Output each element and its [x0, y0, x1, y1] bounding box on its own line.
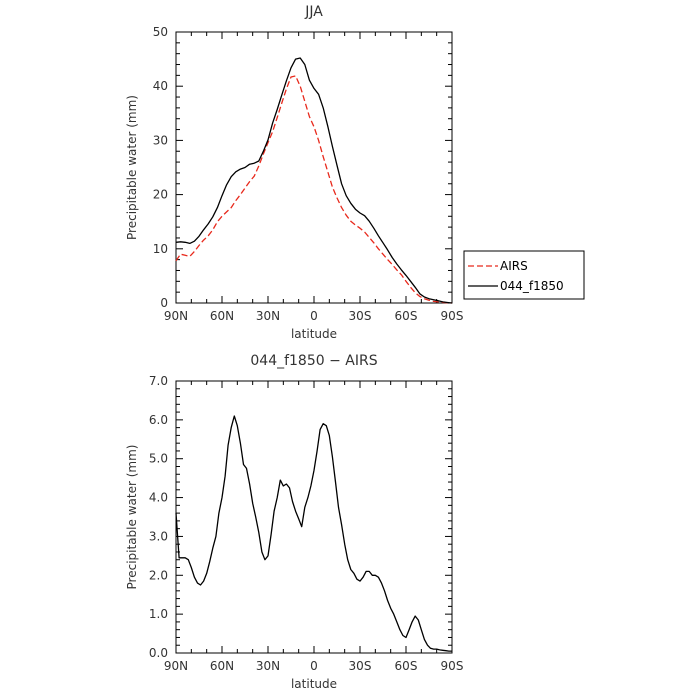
y-tick-label: 0 [160, 296, 168, 310]
chart-title: 044_f1850 − AIRS [250, 353, 377, 369]
y-tick-label: 50 [153, 25, 168, 39]
y-tick-label: 6.0 [149, 413, 168, 427]
x-tick-label: 60S [395, 309, 418, 323]
series-line-1 [175, 415, 452, 652]
y-tick-label: 5.0 [149, 452, 168, 466]
x-tick-label: 90N [164, 309, 188, 323]
y-tick-label: 1.0 [149, 607, 168, 621]
legend-label: AIRS [500, 259, 528, 273]
legend-box [463, 250, 585, 300]
y-axis-label: Precipitable water (mm) [125, 445, 139, 590]
plot-frame [175, 31, 453, 304]
legend-label: 044_f1850 [500, 279, 564, 293]
x-tick-label: 0 [310, 309, 318, 323]
x-tick-label: 0 [310, 659, 318, 673]
x-tick-label: 90N [164, 659, 188, 673]
y-tick-label: 10 [153, 242, 168, 256]
chart-panel-2: 90N 60N 30N 0 30S 60S 90S 0.0 1.0 2.0 3.0 4.0 5.0 6.0… [125, 353, 463, 691]
plot-frame [175, 380, 453, 654]
y-tick-label: 40 [153, 79, 168, 93]
y-tick-label: 7.0 [149, 374, 168, 388]
x-tick-label: 60N [210, 309, 234, 323]
legend: AIRS 044_f1850 [463, 250, 585, 300]
x-tick-label: 30N [256, 309, 280, 323]
y-axis-label: Precipitable water (mm) [125, 95, 139, 240]
series-line-044-f1850 [175, 57, 453, 304]
y-tick-label: 0.0 [149, 646, 168, 660]
series-line-airs [175, 75, 453, 304]
chart-panel-1: 90N 60N 30N 0 30S 60S 90S 0 10 20 30 40 50 JJA latitud… [125, 4, 585, 341]
y-tick-label: 4.0 [149, 491, 168, 505]
y-tick-label: 20 [153, 188, 168, 202]
y-tick-label: 3.0 [149, 529, 168, 543]
x-tick-label: 30N [256, 659, 280, 673]
x-tick-label: 90S [441, 659, 464, 673]
x-tick-label: 30S [349, 659, 372, 673]
x-axis-label: latitude [291, 677, 337, 691]
x-axis-label: latitude [291, 327, 337, 341]
x-tick-label: 90S [441, 309, 464, 323]
chart-title: JJA [304, 4, 323, 20]
x-tick-label: 60S [395, 659, 418, 673]
y-tick-label: 2.0 [149, 568, 168, 582]
x-tick-label: 30S [349, 309, 372, 323]
x-tick-label: 60N [210, 659, 234, 673]
y-tick-label: 30 [153, 133, 168, 147]
